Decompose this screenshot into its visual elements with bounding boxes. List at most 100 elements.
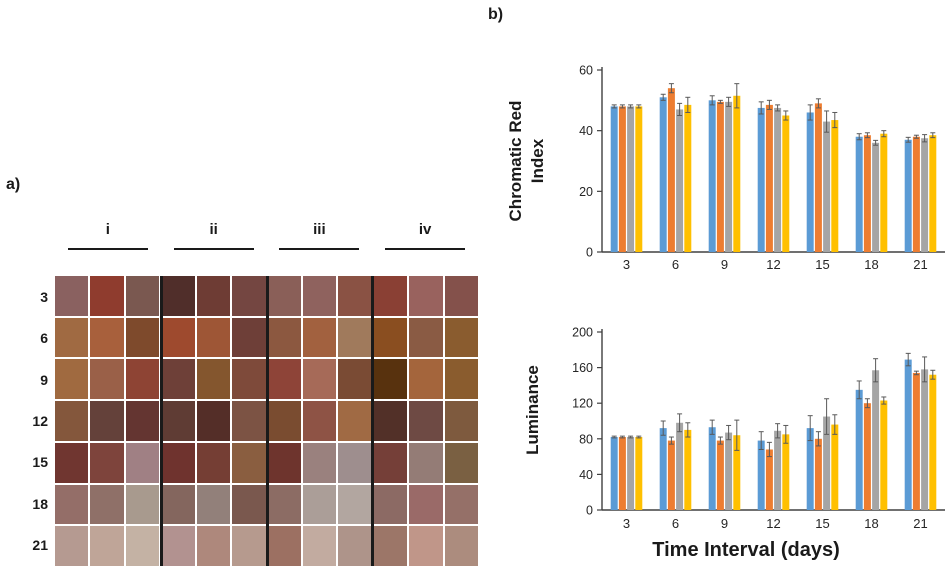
color-swatch-r4-c0: [55, 442, 89, 483]
color-swatch-r6-c6: [267, 526, 301, 566]
y-tick-label: 0: [586, 246, 593, 260]
bar-yellow-day12: [782, 115, 790, 252]
color-swatch-r4-c1: [90, 442, 124, 483]
bar-blue-day21: [904, 139, 912, 252]
color-swatch-r0-c5: [232, 276, 266, 316]
color-swatch-r5-c2: [125, 484, 160, 525]
bar-gray-day12: [774, 430, 782, 510]
color-swatch-r4-c6: [267, 442, 301, 483]
x-tick-label: 6: [672, 257, 679, 272]
y-tick-label: 160: [572, 361, 593, 375]
color-swatch-r2-c5: [232, 359, 266, 400]
bar-blue-day12: [757, 440, 765, 510]
y-tick-label: 60: [579, 64, 593, 78]
y-axis-title-luminance: Luminance: [523, 365, 542, 455]
color-swatch-r0-c1: [90, 276, 124, 316]
color-swatch-r5-c5: [232, 484, 266, 525]
row-label-day-15: 15: [32, 454, 48, 471]
y-tick-label: 120: [572, 397, 593, 411]
bar-yellow-day21: [929, 374, 937, 510]
color-swatch-r2-c7: [302, 359, 337, 400]
bar-yellow-day9: [733, 95, 741, 253]
color-swatch-r0-c8: [338, 276, 372, 316]
color-swatch-r3-c7: [302, 401, 337, 441]
bar-orange-day12: [765, 104, 773, 252]
bar-blue-day15: [806, 428, 814, 510]
color-swatch-r4-c5: [232, 442, 266, 483]
color-swatch-r0-c9: [373, 276, 408, 316]
color-swatch-r3-c0: [55, 401, 89, 441]
color-swatch-r1-c4: [196, 317, 231, 358]
x-tick-label: 12: [766, 516, 780, 531]
color-swatch-r5-c6: [267, 484, 301, 525]
row-label-day-6: 6: [40, 330, 48, 347]
color-swatch-r0-c2: [125, 276, 160, 316]
bar-blue-day12: [757, 107, 765, 252]
color-swatch-r4-c4: [196, 442, 231, 483]
column-group-iv: iv: [372, 221, 478, 250]
color-swatch-r4-c11: [444, 442, 478, 483]
color-swatch-r1-c5: [232, 317, 266, 358]
y-axis-title-chromatic-red-index: Chromatic Red Index: [506, 100, 547, 222]
bar-yellow-day12: [782, 434, 790, 510]
x-tick-label: 3: [623, 516, 630, 531]
x-tick-label: 21: [913, 257, 927, 272]
time-row-labels: 3 6 9 12 15 18 21: [8, 276, 48, 566]
bar-yellow-day3: [635, 437, 643, 510]
color-swatch-r0-c0: [55, 276, 89, 316]
bar-yellow-day6: [684, 429, 692, 510]
color-swatch-r5-c9: [373, 484, 408, 525]
color-swatch-r2-c8: [338, 359, 372, 400]
row-label-day-3: 3: [40, 288, 48, 305]
color-swatch-r2-c2: [125, 359, 160, 400]
color-swatch-r5-c11: [444, 484, 478, 525]
bar-yellow-day18: [880, 133, 888, 252]
column-group-label: i: [105, 221, 110, 238]
bar-yellow-day18: [880, 400, 888, 510]
color-swatch-r1-c3: [161, 317, 195, 358]
color-swatch-r5-c3: [161, 484, 195, 525]
color-swatch-r1-c0: [55, 317, 89, 358]
bar-orange-day3: [618, 437, 626, 510]
y-tick-label: 40: [579, 468, 593, 482]
bar-gray-day18: [872, 370, 880, 510]
color-swatch-r2-c0: [55, 359, 89, 400]
bar-gray-day15: [823, 416, 831, 510]
panel-a-label: a): [6, 176, 21, 193]
column-group-ii: ii: [161, 221, 267, 250]
x-tick-label: 15: [815, 257, 829, 272]
color-swatch-r3-c9: [373, 401, 408, 441]
bar-yellow-day6: [684, 104, 692, 252]
bar-orange-day21: [912, 136, 920, 252]
color-swatch-r3-c8: [338, 401, 372, 441]
group-separator-line: [371, 276, 374, 566]
bar-blue-day21: [904, 359, 912, 510]
chromatic-red-index-bar-chart: 0 20 40 60 3 6 9 12 15 18 21: [579, 64, 945, 272]
color-swatch-r1-c7: [302, 317, 337, 358]
color-swatch-r3-c2: [125, 401, 160, 441]
row-label-day-21: 21: [32, 537, 48, 554]
bar-gray-day9: [725, 432, 733, 510]
color-swatch-r6-c8: [338, 526, 372, 566]
color-swatch-r6-c4: [196, 526, 231, 566]
bar-gray-day3: [627, 437, 635, 510]
color-swatch-r5-c1: [90, 484, 124, 525]
color-swatch-r6-c1: [90, 526, 124, 566]
color-swatch-r5-c10: [409, 484, 443, 525]
color-swatch-r6-c3: [161, 526, 195, 566]
color-swatch-r3-c4: [196, 401, 231, 441]
column-group-headers: i ii iii iv: [55, 221, 478, 250]
color-swatch-r2-c9: [373, 359, 408, 400]
color-swatch-r2-c3: [161, 359, 195, 400]
x-tick-label: 15: [815, 516, 829, 531]
x-tick-label: 18: [864, 516, 878, 531]
color-swatch-r6-c2: [125, 526, 160, 566]
bar-gray-day18: [872, 142, 880, 252]
bar-blue-day9: [708, 100, 716, 252]
color-swatch-r1-c6: [267, 317, 301, 358]
bar-gray-day21: [921, 138, 929, 252]
y-tick-label: 20: [579, 185, 593, 199]
bar-orange-day15: [814, 103, 822, 252]
color-swatch-r1-c2: [125, 317, 160, 358]
bar-orange-day6: [667, 88, 675, 252]
